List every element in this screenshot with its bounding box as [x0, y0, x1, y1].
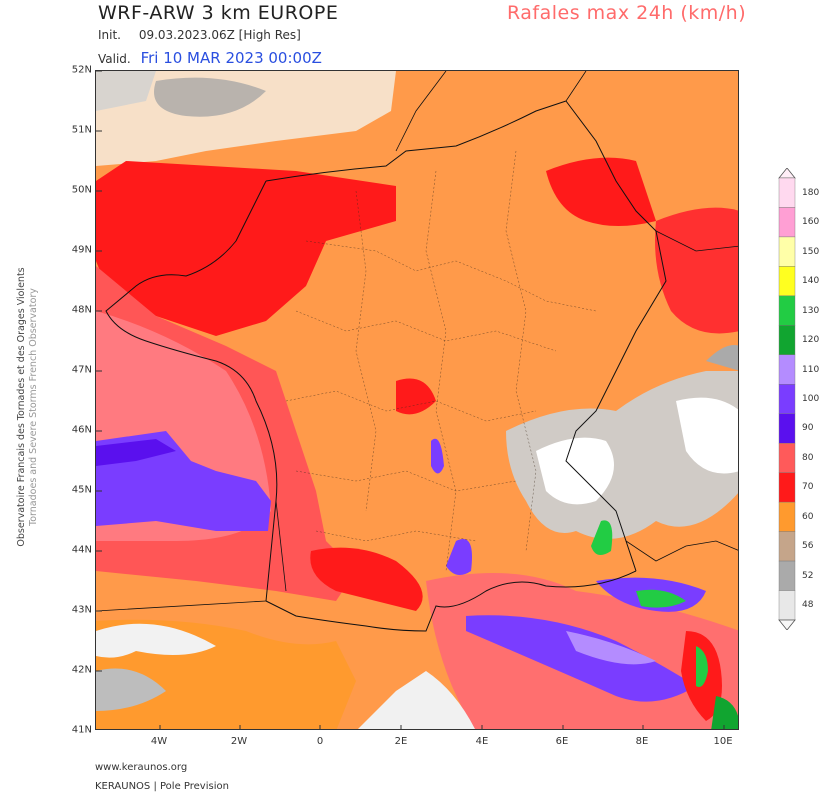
- neighbor-borders: [395, 71, 738, 562]
- lat-label: 48N: [71, 304, 92, 316]
- legend-tick-label: 48: [802, 600, 814, 611]
- sardinia-green-patch: [711, 696, 738, 729]
- legend-swatch: [778, 560, 796, 591]
- legend-swatch: [778, 354, 796, 385]
- valid-info: Valid. Fri 10 MAR 2023 00:00Z: [98, 49, 322, 67]
- gulf-lion-red-area: [310, 547, 423, 611]
- legend-swatch: [778, 590, 796, 621]
- credit-footer: KERAUNOS | Pole Prevision: [95, 781, 229, 792]
- lat-label: 45N: [71, 484, 92, 496]
- legend-swatch: [778, 177, 796, 208]
- legend-swatch: [778, 266, 796, 297]
- east-red-patch-2: [655, 207, 738, 334]
- alps-white-area: [536, 437, 614, 505]
- legend-tick-label: 150: [802, 246, 820, 257]
- legend-swatch: [778, 501, 796, 532]
- ligurian-green-patch: [636, 589, 686, 608]
- lon-label: 2W: [230, 736, 248, 747]
- legend-tick-label: 80: [802, 452, 814, 463]
- alps-grey-patch: [706, 345, 738, 371]
- lat-label: 41N: [71, 724, 92, 736]
- legend-tick-label: 130: [802, 305, 820, 316]
- side-credit: Observatoire Francais des Tornades et de…: [16, 257, 40, 557]
- grey-area-england: [154, 77, 266, 117]
- alps-green-streak: [591, 520, 613, 555]
- model-title: WRF-ARW 3 km EUROPE: [98, 2, 339, 24]
- lon-label: 4W: [150, 736, 168, 747]
- legend-tick-label: 180: [802, 187, 820, 198]
- legend-swatch: [778, 472, 796, 503]
- legend-tick-label: 90: [802, 423, 814, 434]
- med-light-purple: [566, 631, 656, 665]
- legend-arrow-up: [778, 168, 796, 179]
- init-label: Init.: [98, 28, 121, 42]
- atlantic-dark-purple: [96, 439, 176, 466]
- legend-tick-label: 60: [802, 511, 814, 522]
- legend-swatch: [778, 325, 796, 355]
- side-credit-line2: Tornadoes and Severe Storms French Obser…: [28, 288, 39, 526]
- legend-tick-label: 70: [802, 482, 814, 493]
- legend-arrow-down: [778, 619, 796, 630]
- lon-label: 8E: [635, 736, 649, 747]
- color-legend: [778, 168, 796, 630]
- valid-value: Fri 10 MAR 2023 00:00Z: [140, 49, 322, 67]
- lon-label: 0: [316, 736, 324, 747]
- lat-label: 44N: [71, 544, 92, 556]
- france-border: [105, 100, 667, 632]
- legend-tick-label: 52: [802, 570, 814, 581]
- init-info: Init. 09.03.2023.06Z [High Res]: [98, 28, 301, 42]
- rhone-purple-streak-2: [446, 539, 472, 575]
- legend-swatch: [778, 236, 796, 267]
- lon-label: 2E: [394, 736, 408, 747]
- legend-swatch: [778, 531, 796, 562]
- legend-swatch: [778, 207, 796, 238]
- product-title: Rafales max 24h (km/h): [507, 2, 747, 24]
- department-boundaries: [285, 150, 597, 572]
- wind-gust-map: [95, 70, 739, 730]
- legend-tick-label: 140: [802, 276, 820, 287]
- east-red-patch-1: [546, 157, 656, 226]
- map-grid-ticks: [96, 71, 725, 729]
- central-red-patch: [396, 378, 436, 415]
- legend-tick-label: 120: [802, 335, 820, 346]
- legend-swatch: [778, 413, 796, 444]
- legend-tick-label: 100: [802, 394, 820, 404]
- legend-tick-label: 160: [802, 217, 820, 228]
- legend-swatch: [778, 384, 796, 414]
- lat-label: 50N: [71, 184, 92, 196]
- lat-label: 49N: [71, 244, 92, 256]
- lat-label: 43N: [71, 604, 92, 616]
- lat-label: 46N: [71, 424, 92, 436]
- coast-lines: [96, 500, 287, 612]
- side-credit-line1: Observatoire Francais des Tornades et de…: [16, 267, 27, 547]
- med-purple-band: [466, 615, 696, 702]
- lat-label: 51N: [71, 124, 92, 136]
- lat-label: 42N: [71, 664, 92, 676]
- init-value: 09.03.2023.06Z [High Res]: [138, 28, 301, 42]
- grey-area-nw: [96, 71, 156, 111]
- rhone-purple-streak-1: [431, 438, 444, 474]
- spain-grey-area: [96, 668, 166, 711]
- legend-tick-label: 110: [802, 364, 820, 375]
- lon-label: 4E: [475, 736, 489, 747]
- lat-label: 52N: [71, 64, 92, 76]
- map-graphic: [96, 71, 738, 729]
- lon-label: 6E: [555, 736, 569, 747]
- swiss-white-area: [676, 397, 738, 474]
- legend-swatch: [778, 295, 796, 326]
- valid-label: Valid.: [98, 52, 131, 66]
- legend-tick-label: 56: [802, 541, 814, 552]
- lon-label: 10E: [713, 736, 733, 747]
- corsica-green-patch: [696, 646, 708, 687]
- spain-white-area: [96, 623, 216, 658]
- legend-swatch: [778, 443, 796, 473]
- red-gust-band-north: [96, 161, 396, 336]
- balearic-white-area: [358, 671, 475, 729]
- website-footer: www.keraunos.org: [95, 762, 188, 773]
- lat-label: 47N: [71, 364, 92, 376]
